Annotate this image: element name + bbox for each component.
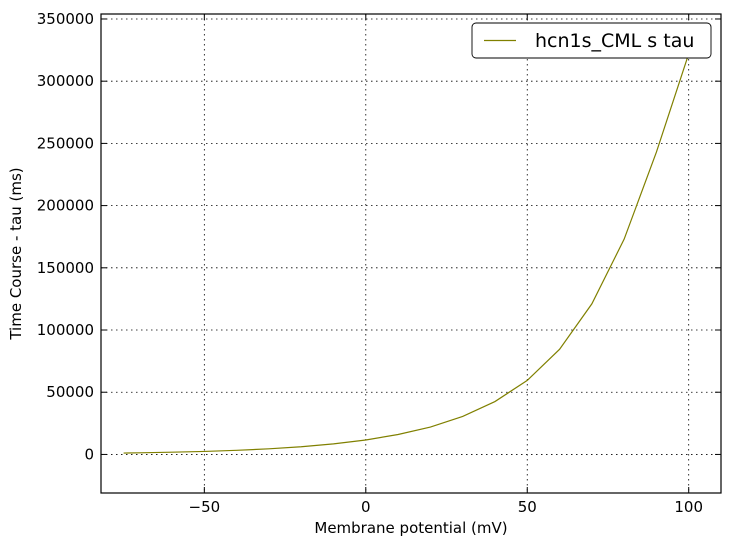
series-line bbox=[123, 53, 690, 454]
y-tick-label: 200000 bbox=[37, 197, 94, 215]
y-tick-label: 50000 bbox=[46, 383, 94, 401]
axis-ticks: −50 0 50 100 0 50000 100000 150000 200000 250000 3… bbox=[37, 10, 721, 516]
x-tick-label: 50 bbox=[518, 498, 537, 516]
legend-box bbox=[471, 22, 712, 59]
series-layer bbox=[123, 53, 690, 454]
x-tick-label: 0 bbox=[361, 498, 371, 516]
y-tick-label: 250000 bbox=[37, 134, 94, 152]
plot-frame bbox=[100, 13, 722, 494]
y-tick-label: 350000 bbox=[37, 10, 94, 28]
y-tick-label: 300000 bbox=[37, 72, 94, 90]
y-tick-label: 150000 bbox=[37, 259, 94, 277]
legend: hcn1s_CML s tau bbox=[471, 22, 712, 59]
y-axis-label: Time Course - tau (ms) bbox=[7, 167, 25, 340]
y-tick-label: 0 bbox=[84, 445, 94, 463]
y-tick-label: 100000 bbox=[37, 321, 94, 339]
legend-label: hcn1s_CML s tau bbox=[535, 30, 694, 52]
x-tick-label: 100 bbox=[674, 498, 703, 516]
x-axis-label: Membrane potential (mV) bbox=[314, 519, 507, 537]
grid-lines bbox=[101, 14, 721, 493]
x-tick-label: −50 bbox=[189, 498, 221, 516]
